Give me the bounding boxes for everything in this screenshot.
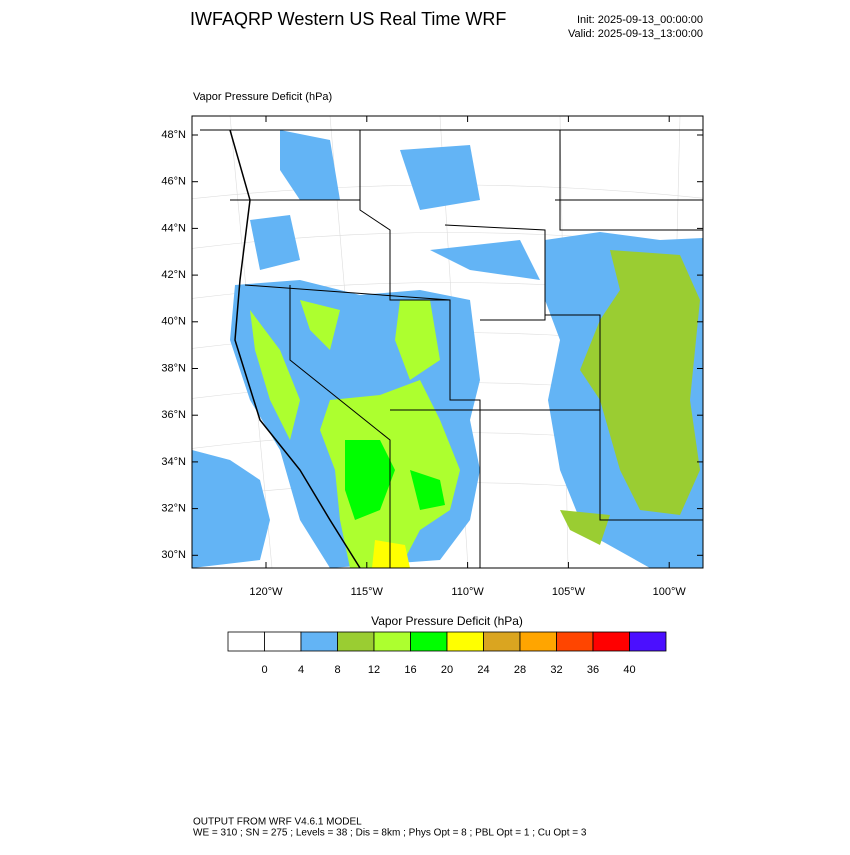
lat-label: 44°N bbox=[161, 222, 186, 234]
colorbar-box bbox=[519, 631, 557, 652]
colorbar-box bbox=[629, 631, 667, 652]
colorbar-box bbox=[264, 631, 302, 652]
colorbar-label: 28 bbox=[514, 664, 526, 676]
init-time: Init: 2025-09-13_00:00:00 bbox=[577, 14, 703, 26]
colorbar-label: 40 bbox=[623, 664, 635, 676]
colorbar-box bbox=[483, 631, 521, 652]
colorbar-box bbox=[592, 631, 630, 652]
colorbar-label: 32 bbox=[550, 664, 562, 676]
colorbar-box bbox=[300, 631, 338, 652]
colorbar-title: Vapor Pressure Deficit (hPa) bbox=[371, 614, 523, 628]
page-title: IWFAQRP Western US Real Time WRF bbox=[190, 9, 506, 29]
colorbar-box bbox=[227, 631, 265, 652]
boundaries bbox=[200, 129, 703, 568]
lon-label: 120°W bbox=[249, 586, 283, 598]
colorbar-box bbox=[337, 631, 375, 652]
colorbar-label: 24 bbox=[477, 664, 489, 676]
lat-label: 34°N bbox=[161, 456, 186, 468]
vpd-peak bbox=[372, 540, 410, 568]
colorbar-label: 8 bbox=[334, 664, 340, 676]
map-field bbox=[192, 116, 703, 568]
footer-line: OUTPUT FROM WRF V4.6.1 MODEL bbox=[193, 817, 362, 828]
lat-label: 42°N bbox=[161, 269, 186, 281]
lat-label: 36°N bbox=[161, 409, 186, 421]
colorbar-box bbox=[410, 631, 448, 652]
lon-label: 105°W bbox=[552, 586, 586, 598]
map-frame bbox=[191, 115, 704, 569]
lon-label: 110°W bbox=[451, 586, 484, 598]
colorbar-label: 36 bbox=[587, 664, 599, 676]
lat-label: 40°N bbox=[161, 316, 186, 328]
colorbar-box bbox=[446, 631, 484, 652]
vpd-higher bbox=[345, 440, 445, 520]
colorbar-label: 12 bbox=[368, 664, 380, 676]
map-title: Vapor Pressure Deficit (hPa) bbox=[193, 91, 332, 103]
lat-label: 46°N bbox=[161, 176, 186, 188]
colorbar-label: 4 bbox=[298, 664, 304, 676]
vpd-mid bbox=[560, 250, 700, 545]
colorbar-label: 20 bbox=[441, 664, 453, 676]
colorbar-box bbox=[556, 631, 594, 652]
footer-line: WE = 310 ; SN = 275 ; Levels = 38 ; Dis … bbox=[193, 828, 587, 839]
lat-label: 32°N bbox=[161, 503, 186, 515]
colorbar-box bbox=[373, 631, 411, 652]
lon-label: 115°W bbox=[351, 586, 384, 598]
colorbar-label: 16 bbox=[404, 664, 416, 676]
lat-label: 38°N bbox=[161, 362, 186, 374]
lat-label: 48°N bbox=[161, 129, 186, 141]
lat-label: 30°N bbox=[161, 549, 186, 561]
valid-time: Valid: 2025-09-13_13:00:00 bbox=[568, 28, 703, 40]
lon-label: 100°W bbox=[653, 586, 687, 598]
colorbar-label: 0 bbox=[261, 664, 267, 676]
